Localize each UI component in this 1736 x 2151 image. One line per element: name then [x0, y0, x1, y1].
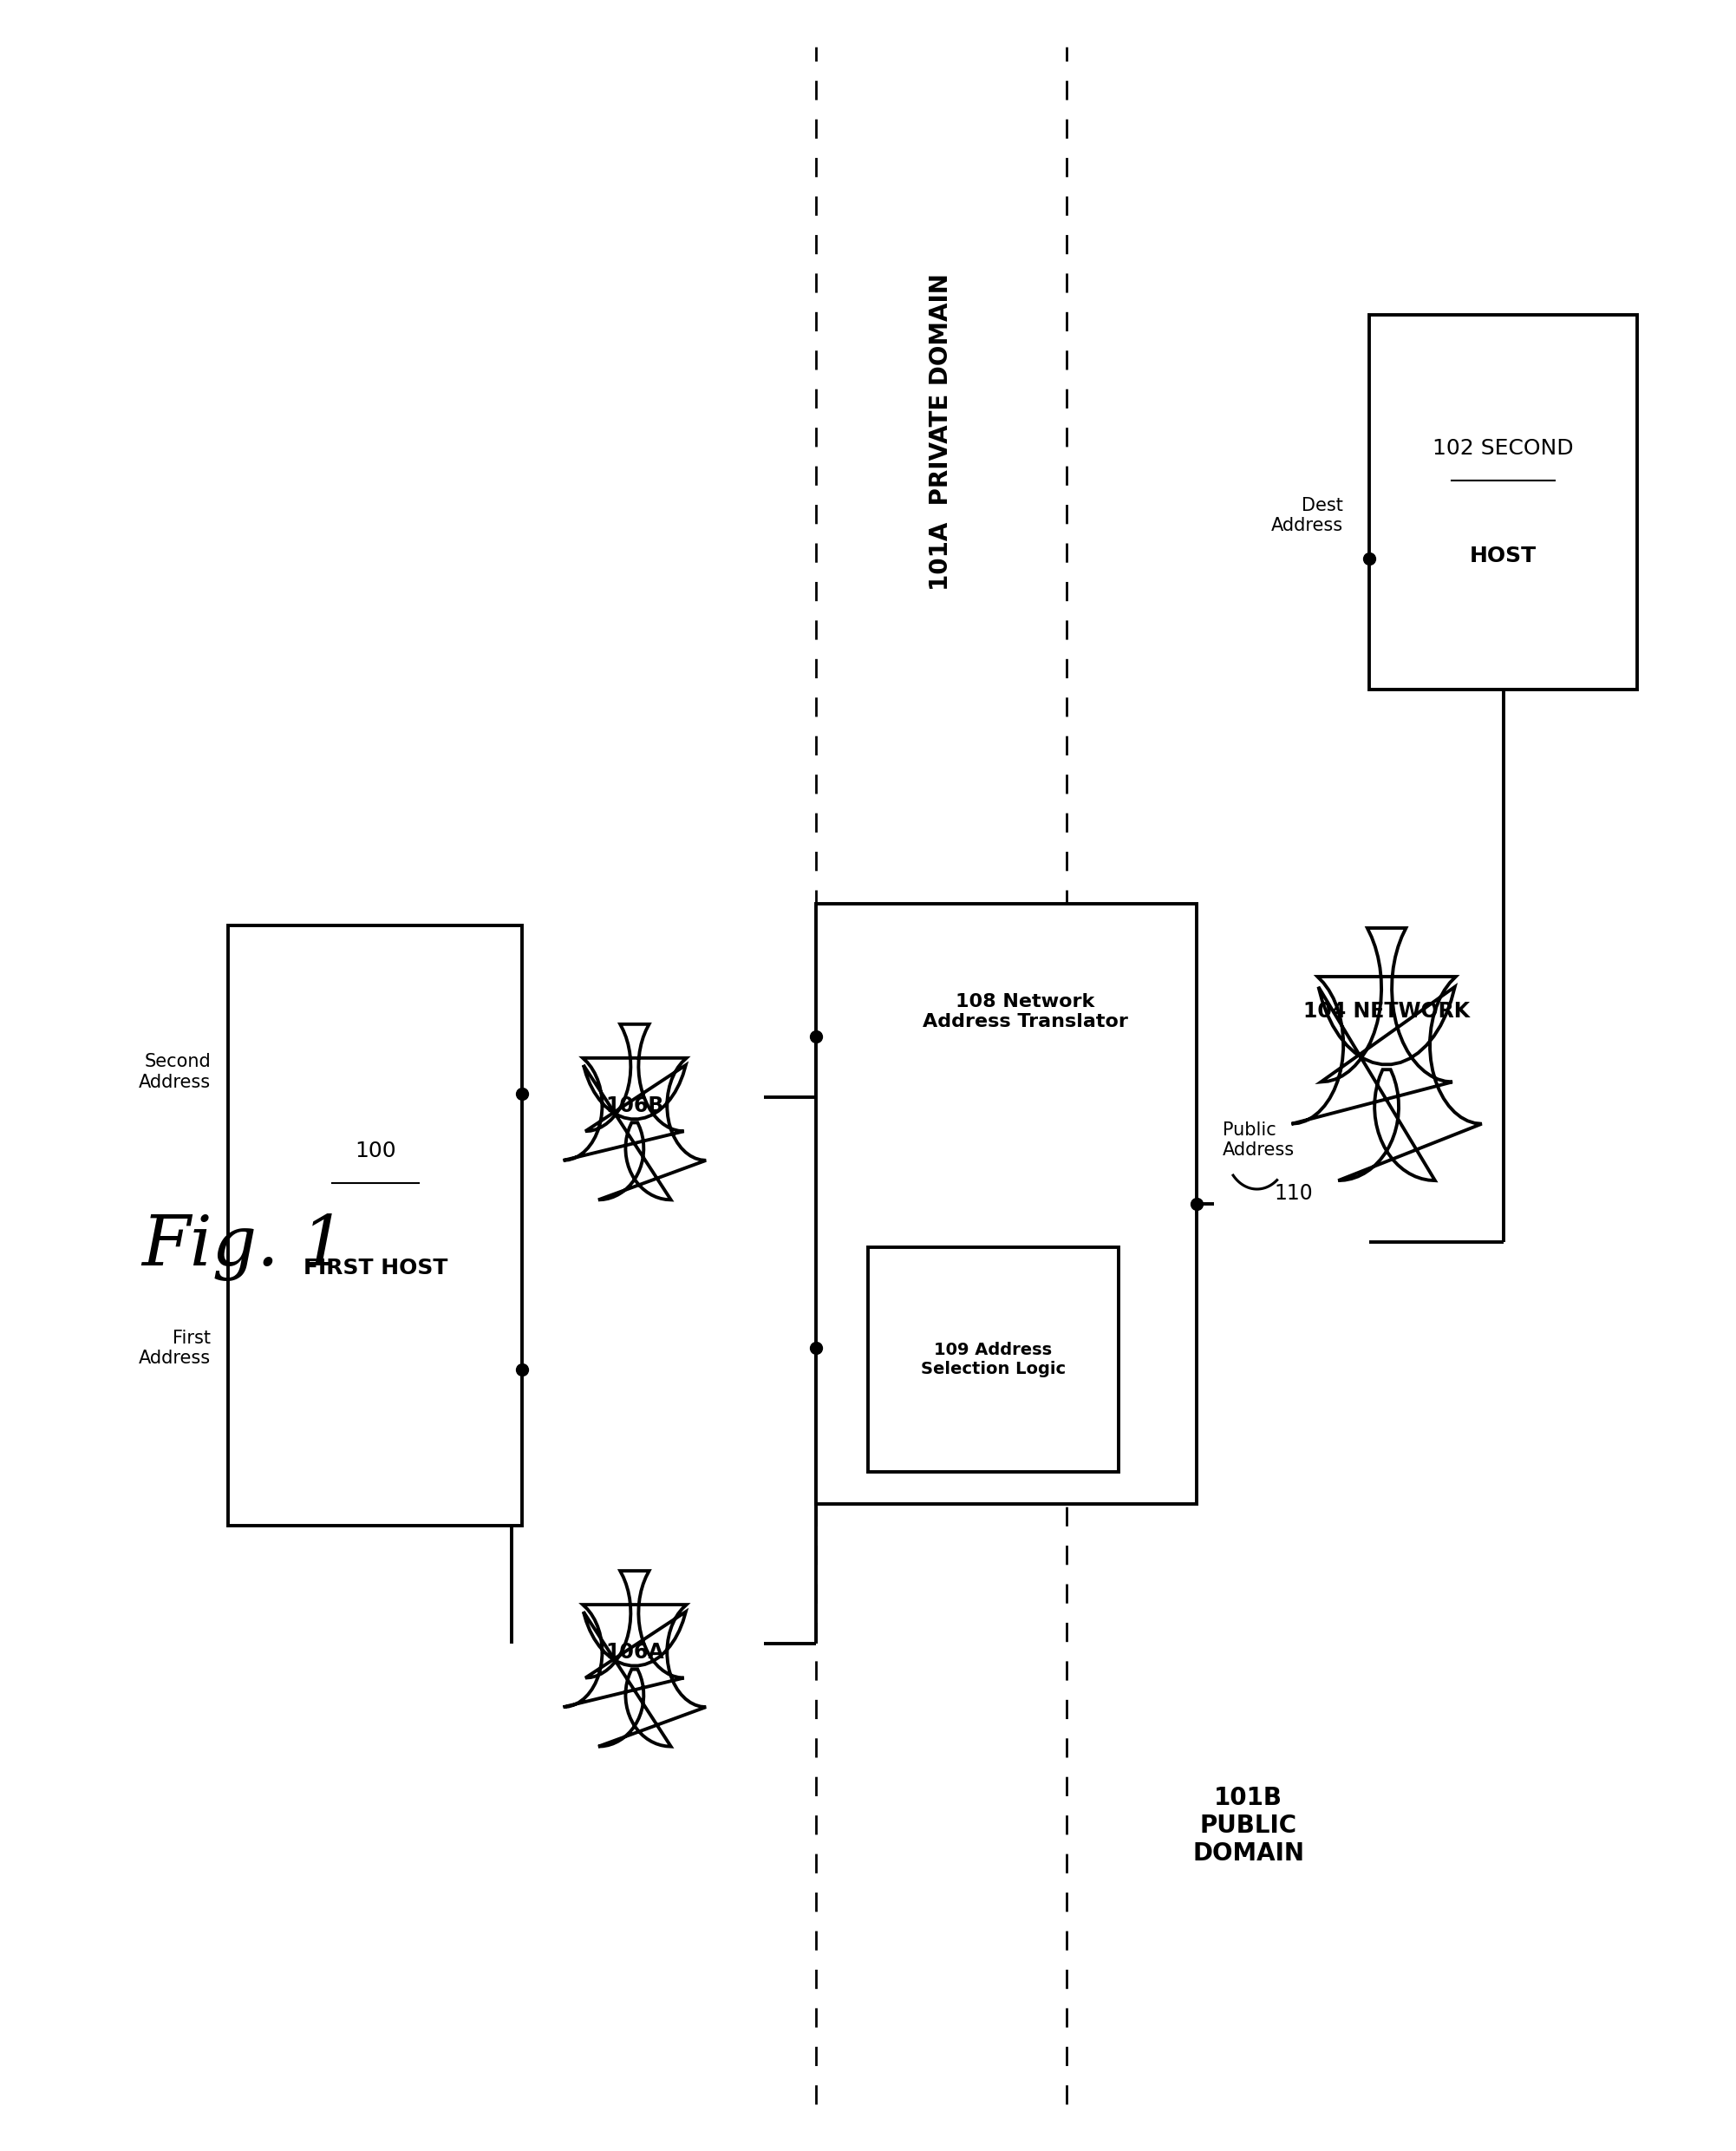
- Text: 104 NETWORK: 104 NETWORK: [1304, 1000, 1470, 1022]
- PathPatch shape: [562, 1024, 707, 1200]
- FancyBboxPatch shape: [868, 1248, 1118, 1471]
- Text: FIRST HOST: FIRST HOST: [304, 1258, 448, 1280]
- FancyBboxPatch shape: [816, 903, 1196, 1504]
- Text: Second
Address: Second Address: [139, 1054, 212, 1091]
- Text: Dest
Address: Dest Address: [1271, 497, 1344, 533]
- Text: First
Address: First Address: [139, 1329, 212, 1366]
- Text: 100: 100: [354, 1140, 396, 1162]
- FancyBboxPatch shape: [1370, 314, 1637, 690]
- PathPatch shape: [1292, 927, 1483, 1181]
- Text: HOST: HOST: [1470, 544, 1536, 566]
- Text: 109 Address
Selection Logic: 109 Address Selection Logic: [920, 1342, 1066, 1377]
- FancyBboxPatch shape: [229, 925, 523, 1525]
- Text: 106B: 106B: [606, 1095, 663, 1116]
- Text: 102 SECOND: 102 SECOND: [1432, 439, 1575, 458]
- Text: Public
Address: Public Address: [1222, 1121, 1295, 1159]
- Text: 101B
PUBLIC
DOMAIN: 101B PUBLIC DOMAIN: [1193, 1785, 1304, 1867]
- PathPatch shape: [562, 1570, 707, 1747]
- Text: 106A: 106A: [606, 1641, 663, 1663]
- Text: Fig. 1: Fig. 1: [142, 1213, 345, 1280]
- Text: 108 Network
Address Translator: 108 Network Address Translator: [922, 994, 1128, 1030]
- Text: 101A  PRIVATE DOMAIN: 101A PRIVATE DOMAIN: [929, 273, 953, 592]
- Text: 110: 110: [1274, 1183, 1312, 1205]
